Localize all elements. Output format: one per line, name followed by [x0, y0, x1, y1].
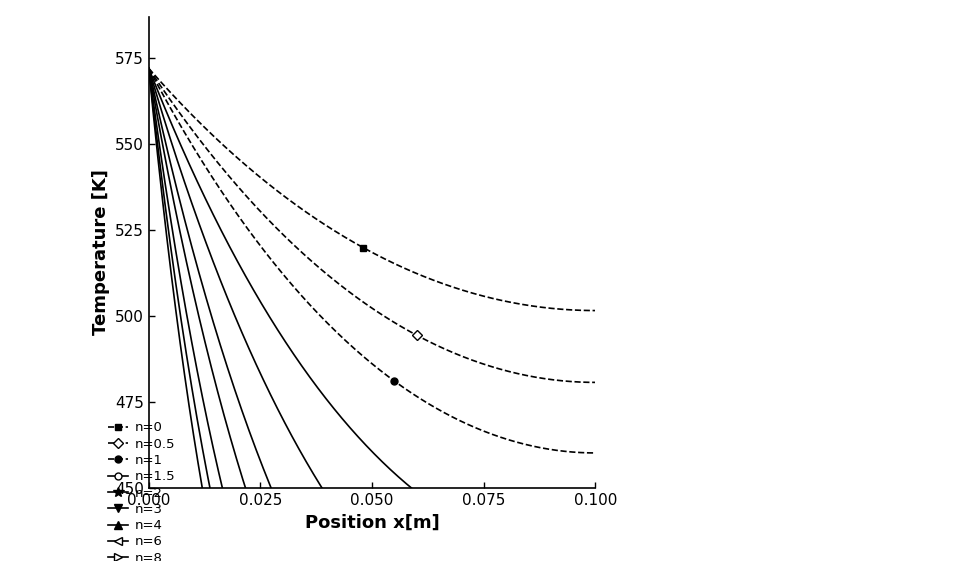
Legend: n=0, n=0.5, n=1, n=1.5, n=2, n=3, n=4, n=6, n=8, n=10: n=0, n=0.5, n=1, n=1.5, n=2, n=3, n=4, n… [103, 416, 180, 561]
Y-axis label: Temperature [K]: Temperature [K] [91, 169, 109, 335]
X-axis label: Position x[m]: Position x[m] [304, 513, 440, 531]
